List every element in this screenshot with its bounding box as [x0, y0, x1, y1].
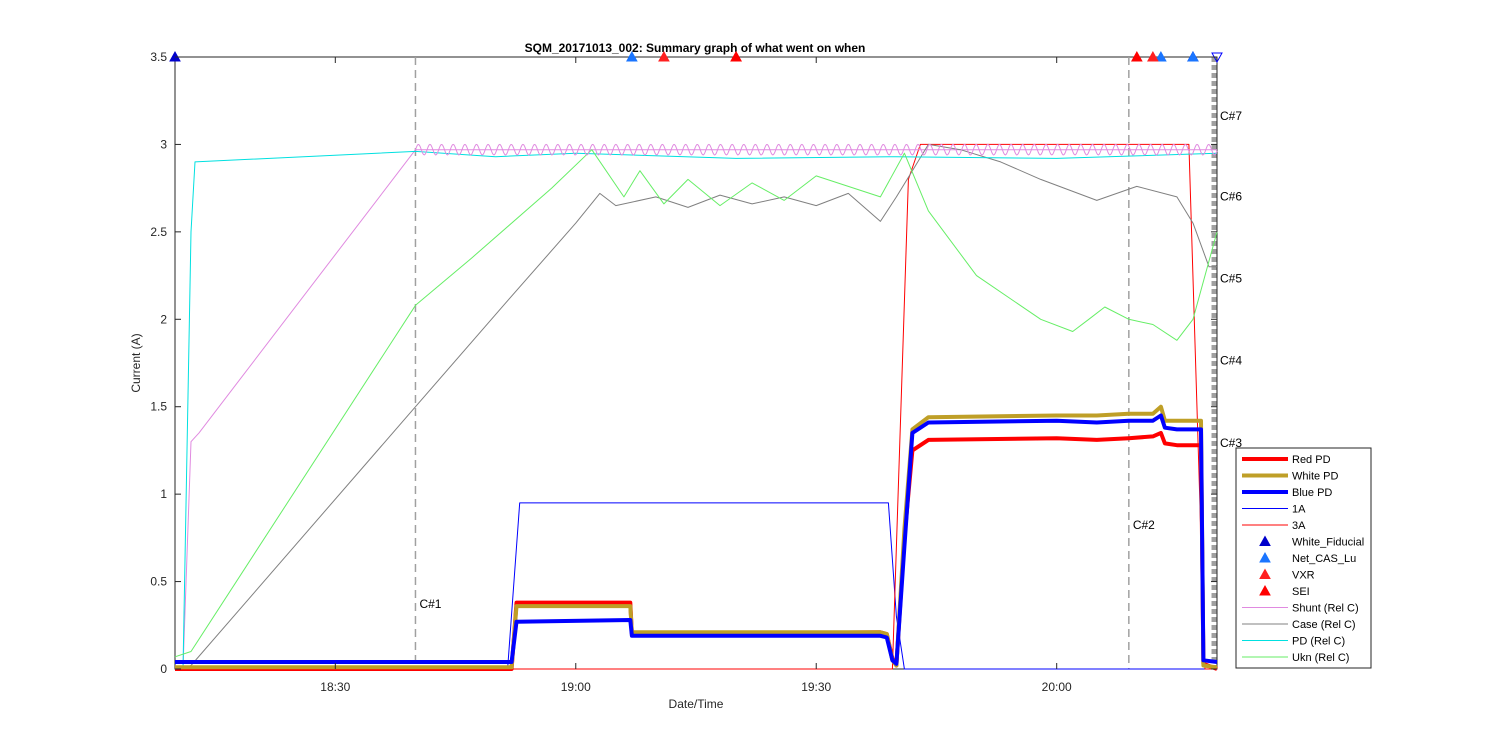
series-pd-rel-c — [182, 150, 1218, 670]
legend-entry: Case (Rel C) — [1242, 619, 1356, 631]
right-label-C6: C#6 — [1220, 189, 1242, 203]
legend-entry: Net_CAS_Lu — [1259, 551, 1356, 565]
y-tick-label: 3.5 — [150, 50, 167, 64]
marker-vxr-1 — [658, 50, 670, 62]
plot-area: 0 0.5 1 1.5 2 2.5 3 3.5 18:30 19:00 19:30 20:00 C#1… — [150, 50, 1242, 694]
vertical-lines — [414, 57, 1217, 669]
y-axis-label: Current (A) — [129, 333, 143, 392]
legend-marker — [1259, 584, 1271, 596]
legend-label: SEI — [1292, 586, 1310, 598]
legend-entry: White PD — [1242, 471, 1339, 483]
legend-label: White PD — [1292, 471, 1339, 483]
annotations: C#1 C#2 C#3 C#4 C#5 C#6 C#7 — [419, 109, 1242, 611]
legend-entry: Ukn (Rel C) — [1242, 652, 1349, 664]
y-tick-label: 2.5 — [150, 225, 167, 239]
legend-label: VXR — [1292, 570, 1315, 582]
legend: Red PD White PD Blue PD 1A 3A White_Fiducial N… — [1235, 447, 1372, 669]
legend-label: Blue PD — [1292, 487, 1332, 499]
legend-box — [1235, 447, 1372, 669]
x-tick-label: 18:30 — [320, 680, 350, 694]
legend-label: Ukn (Rel C) — [1292, 652, 1349, 664]
marker-sei-2 — [1130, 50, 1143, 62]
legend-items: Red PD White PD Blue PD 1A 3A White_Fiducial N… — [1242, 454, 1364, 664]
legend-entry: PD (Rel C) — [1242, 636, 1345, 648]
x-tick-label: 19:00 — [561, 680, 591, 694]
x-tick-label: 19:30 — [801, 680, 831, 694]
legend-entry: VXR — [1259, 568, 1315, 582]
chart-title: SQM_20171013_002: Summary graph of what … — [525, 41, 866, 55]
legend-marker — [1259, 535, 1271, 546]
legend-label: Net_CAS_Lu — [1292, 553, 1356, 565]
series-lines — [174, 143, 1218, 671]
legend-marker — [1259, 551, 1271, 563]
legend-label: Case (Rel C) — [1292, 619, 1356, 631]
legend-entry: 1A — [1242, 504, 1306, 516]
series-shunt-ripple — [415, 143, 1218, 156]
vline-label-2: C#2 — [1133, 518, 1155, 532]
marker-net-cas-lu-3 — [1187, 50, 1199, 62]
legend-entry: Blue PD — [1242, 487, 1332, 499]
x-axis-label: Date/Time — [669, 697, 724, 711]
y-tick-label: 0.5 — [150, 575, 167, 589]
marker-sei-1 — [730, 50, 742, 62]
marker-vxr-3 — [1147, 50, 1159, 62]
legend-entry: Shunt (Rel C) — [1242, 603, 1359, 615]
legend-label: Red PD — [1292, 454, 1331, 466]
event-markers — [169, 50, 1223, 64]
series-ukn-rel-c — [174, 149, 1218, 658]
marker-net-cas-lu-1 — [626, 50, 638, 62]
marker-net-cas-lu-2 — [1155, 50, 1167, 62]
vline-label-1: C#1 — [419, 597, 441, 611]
legend-label: 3A — [1292, 520, 1306, 532]
x-tick-label: 20:00 — [1042, 680, 1072, 694]
right-label-C4: C#4 — [1220, 354, 1242, 368]
right-label-C3: C#3 — [1220, 436, 1242, 450]
legend-entry: White_Fiducial — [1259, 535, 1364, 549]
y-tick-label: 1 — [160, 487, 167, 501]
y-tick-label: 3 — [160, 137, 167, 151]
legend-entry: 3A — [1242, 520, 1306, 532]
legend-label: Shunt (Rel C) — [1292, 603, 1359, 615]
y-tick-label: 2 — [160, 312, 167, 326]
axes-box — [174, 56, 1218, 670]
legend-entry: Red PD — [1242, 454, 1331, 466]
axis-ticks: 0 0.5 1 1.5 2 2.5 3 3.5 18:30 19:00 19:30 20:00 — [150, 50, 1217, 694]
legend-label: White_Fiducial — [1292, 537, 1364, 549]
legend-label: 1A — [1292, 504, 1306, 516]
series-case-rel-c — [182, 143, 1217, 670]
y-tick-label: 0 — [160, 662, 167, 676]
right-label-C7: C#7 — [1220, 109, 1242, 123]
right-label-C5: C#5 — [1220, 272, 1242, 286]
legend-marker — [1259, 568, 1271, 579]
legend-entry: SEI — [1259, 584, 1310, 598]
series-3a — [175, 143, 1217, 670]
y-tick-label: 1.5 — [150, 400, 167, 414]
legend-label: PD (Rel C) — [1292, 636, 1345, 648]
series-blue-pd — [175, 413, 1218, 666]
